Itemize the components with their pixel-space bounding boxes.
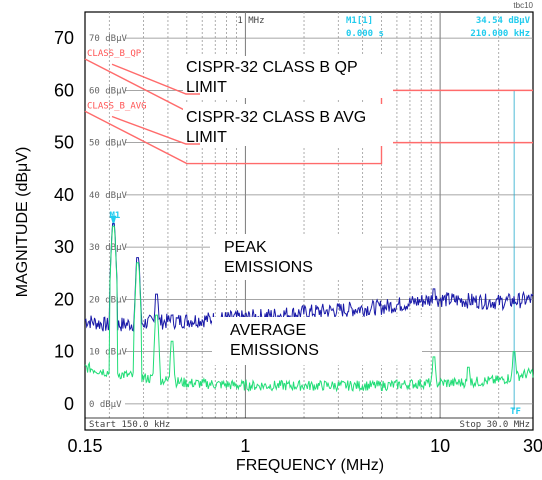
x-axis-title: FREQUENCY (MHz) — [236, 457, 384, 474]
annotation-text: PEAK — [224, 239, 267, 256]
inner-y-label: 50 dBμV — [89, 139, 128, 149]
annotation-bg — [210, 234, 380, 280]
limit-tag-1: CLASS_B_AVG — [87, 101, 147, 111]
annotation-text: EMISSIONS — [230, 342, 319, 359]
x-tick-label: 1 — [240, 436, 250, 456]
annotation-bg — [183, 56, 393, 98]
annotations: CISPR-32 CLASS B QP LIMIT CISPR-32 CLASS B… — [111, 56, 422, 365]
limit-tag-0: CLASS_B_QP — [87, 49, 142, 59]
y-tick-label: 60 — [54, 80, 74, 100]
y-tick-label: 40 — [54, 185, 74, 205]
center-frequency-label: 1 MHz — [237, 16, 264, 26]
stop-frequency-label: Stop 30.0 MHz — [460, 420, 530, 430]
series-average — [84, 225, 534, 393]
x-tick-label: 30 — [523, 436, 542, 456]
annotation-bg — [183, 104, 393, 146]
marker-frequency: 210.000 kHz — [470, 29, 530, 39]
x-tick-label: 0.15 — [67, 436, 102, 456]
y-tick-label: 50 — [54, 133, 74, 153]
annotation-text: EMISSIONS — [224, 259, 313, 276]
y-tick-label: 30 — [54, 237, 74, 257]
axes: 0 10 20 30 40 50 60 70 0.15 1 10 30 — [54, 28, 542, 456]
inner-y-label: 60 dBμV — [89, 86, 128, 96]
avg-leader-line — [111, 115, 200, 145]
annotation-text: CISPR-32 CLASS B QP — [186, 59, 358, 76]
y-tick-label: 0 — [64, 394, 74, 414]
annotation-text: LIMIT — [186, 79, 227, 96]
marker-time: 0.000 s — [346, 29, 384, 39]
inner-y-label: 30 dBμV — [89, 243, 128, 253]
y-tick-label: 10 — [54, 342, 74, 362]
inner-y-label: 20 dBμV — [89, 295, 128, 305]
qp-leader-line — [111, 63, 200, 95]
annotation-text: AVERAGE — [230, 322, 306, 339]
inner-y-label: 70 dBμV — [89, 34, 128, 44]
y-tick-label: 20 — [54, 289, 74, 309]
y-axis-title: MAGNITUDE (dBμV) — [14, 147, 31, 298]
y-tick-label: 70 — [54, 28, 74, 48]
marker-name: M1[1] — [346, 16, 373, 26]
annotation-text: CISPR-32 CLASS B AVG — [186, 109, 366, 126]
x-tick-label: 10 — [430, 436, 450, 456]
marker-icon — [110, 215, 117, 227]
annotation-text: LIMIT — [186, 129, 227, 146]
inner-y-label: 40 dBμV — [89, 191, 128, 201]
tf-tag: TF — [510, 407, 521, 417]
figure-code: tbc10 — [513, 1, 533, 10]
annotation-bg — [212, 317, 422, 365]
marker-level: 34.54 dBμV — [476, 16, 531, 26]
instrument-labels: 0 dBμV 10 dBμV 20 dBμV 30 dBμV 40 dBμV 50 dBμ… — [89, 16, 531, 430]
inner-y-label: 10 dBμV — [89, 348, 128, 358]
inner-y-label: 0 dBμV — [89, 400, 122, 410]
start-frequency-label: Start 150.0 kHz — [89, 420, 170, 430]
limit-line-1 — [84, 110, 533, 165]
